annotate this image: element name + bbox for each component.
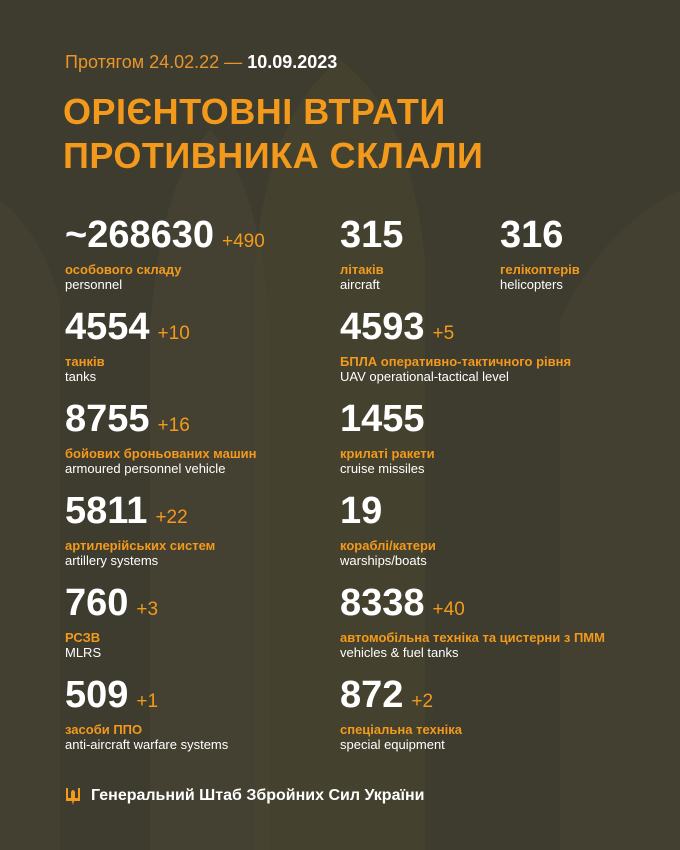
stat-label-en: tanks — [65, 369, 97, 384]
stat-item: 760 +3 РСЗВ MLRS — [65, 584, 158, 660]
stat-label-en: MLRS — [65, 645, 102, 660]
trident-icon — [66, 788, 80, 805]
stat-item: 5811 +22 артилерійських систем artillery sy… — [65, 492, 215, 568]
page-title: ОРІЄНТОВНІ ВТРАТИ ПРОТИВНИКА СКЛАЛИ — [63, 91, 484, 176]
stat-delta: +1 — [136, 691, 159, 712]
stat-label-ua: РСЗВ — [65, 630, 101, 645]
stat-delta: +5 — [432, 323, 455, 344]
stat-value: 4554 +10 — [65, 306, 190, 348]
stat-item: 8755 +16 бойових броньованих машин armoured… — [65, 400, 257, 476]
stat-label-en: anti-aircraft warfare systems — [65, 737, 229, 752]
stat-value: 315 — [340, 214, 404, 256]
stat-item: 19 кораблі/катери warships/boats — [340, 492, 436, 568]
stat-label-ua: артилерійських систем — [65, 538, 216, 553]
stat-delta: +2 — [411, 691, 434, 712]
stat-label-en: vehicles & fuel tanks — [340, 645, 459, 660]
stat-label-ua: танків — [65, 354, 105, 369]
stat-delta: +3 — [136, 599, 159, 620]
stat-label-ua: особового складу — [65, 262, 182, 277]
stat-label-ua: автомобільна техніка та цистерни з ПММ — [340, 630, 605, 645]
period-subtitle: Протягом 24.02.22 — 10.09.2023 — [65, 52, 338, 72]
stat-item: 4554 +10 танків tanks — [65, 308, 190, 384]
stat-label-ua: спеціальна техніка — [340, 722, 462, 737]
stat-item: ~268630 +490 особового складу personnel — [65, 216, 265, 292]
stat-item: 8338 +40 автомобільна техніка та цистерни … — [340, 584, 605, 660]
stat-label-ua: кораблі/катери — [340, 538, 436, 553]
stat-label-ua: засоби ППО — [65, 722, 143, 737]
stat-value: 8755 +16 — [65, 398, 190, 440]
stat-delta: +22 — [155, 507, 188, 528]
stat-item: 316 гелікоптерів helicopters — [500, 216, 580, 292]
stat-label-ua: бойових броньованих машин — [65, 446, 257, 461]
stat-value: 316 — [500, 214, 564, 256]
stat-delta: +16 — [157, 415, 190, 436]
stat-label-en: aircraft — [340, 277, 380, 292]
stat-delta: +40 — [432, 599, 465, 620]
stat-label-ua: літаків — [340, 262, 384, 277]
stat-label-en: cruise missiles — [340, 461, 425, 476]
stat-label-en: armoured personnel vehicle — [65, 461, 226, 476]
stat-value: 1455 — [340, 398, 425, 440]
stat-label-en: UAV operational-tactical level — [340, 369, 509, 384]
stat-label-ua: крилаті ракети — [340, 446, 435, 461]
stat-value: 872 +2 — [340, 674, 434, 716]
stat-label-en: special equipment — [340, 737, 445, 752]
stat-value: 8338 +40 — [340, 582, 465, 624]
stat-label-en: helicopters — [500, 277, 563, 292]
stat-item: 872 +2 спеціальна техніка special equipment — [340, 676, 462, 752]
stat-label-en: artillery systems — [65, 553, 159, 568]
stat-value: 19 — [340, 490, 383, 532]
stat-delta: +10 — [157, 323, 190, 344]
stat-item: 1455 крилаті ракети cruise missiles — [340, 400, 435, 476]
footer: Генеральний Штаб Збройних Сил України — [65, 786, 424, 806]
stat-value: ~268630 +490 — [65, 214, 265, 256]
stat-item: 315 літаків aircraft — [340, 216, 411, 292]
stat-item: 4593 +5 БПЛА оперативно-тактичного рівня UA… — [340, 308, 571, 384]
stat-delta: +490 — [222, 231, 265, 252]
stat-label-ua: гелікоптерів — [500, 262, 580, 277]
stat-value: 760 +3 — [65, 582, 159, 624]
stat-value: 5811 +22 — [65, 490, 188, 532]
stat-label-en: personnel — [65, 277, 123, 292]
stat-item: 509 +1 засоби ППО anti-aircraft warfare sys… — [65, 676, 228, 752]
stat-label-ua: БПЛА оперативно-тактичного рівня — [340, 354, 572, 369]
stat-label-en: warships/boats — [340, 553, 427, 568]
stat-value: 509 +1 — [65, 674, 159, 716]
stat-value: 4593 +5 — [340, 306, 455, 348]
